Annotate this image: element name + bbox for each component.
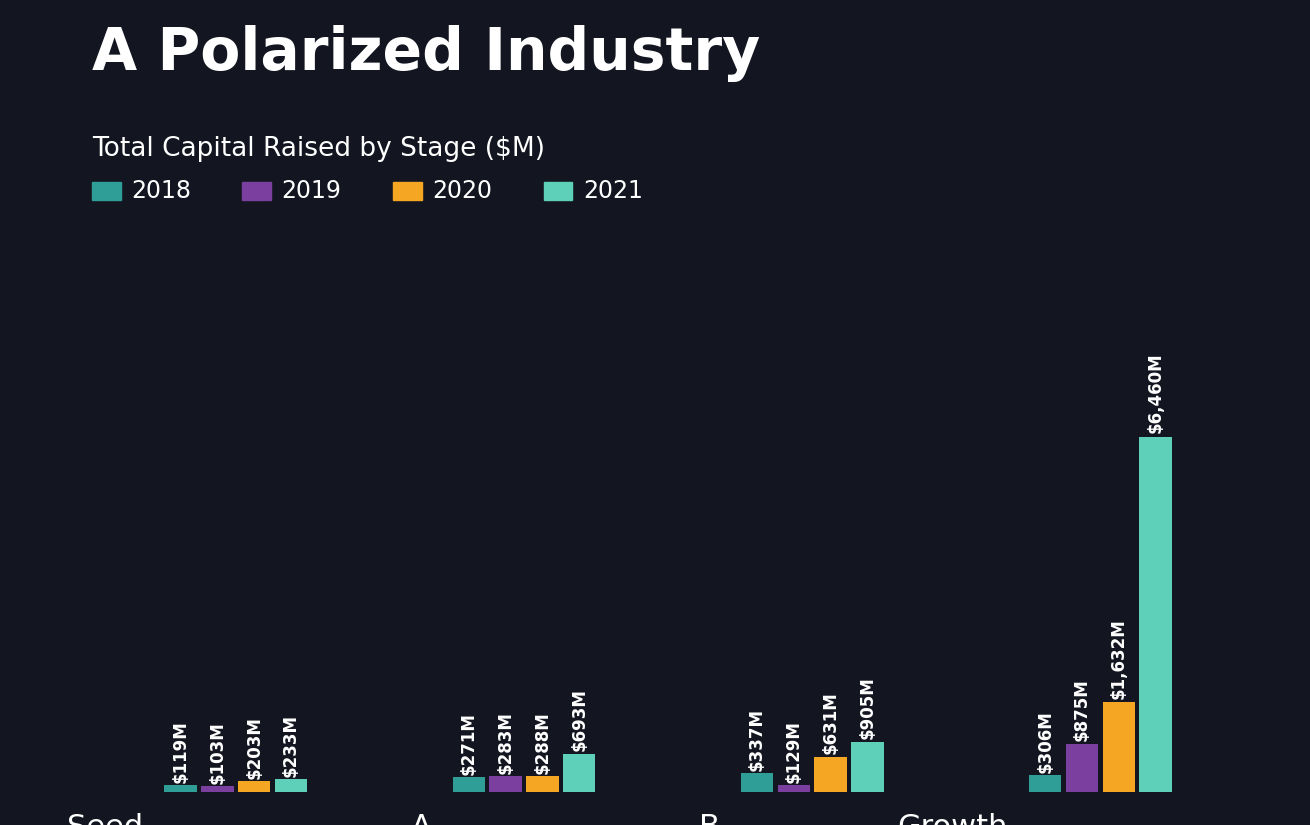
Text: Growth: Growth <box>897 813 1007 825</box>
Text: $271M: $271M <box>460 712 478 775</box>
Text: $337M: $337M <box>748 709 766 771</box>
Text: $6,460M: $6,460M <box>1146 353 1165 433</box>
Bar <box>741 774 773 792</box>
Bar <box>563 754 595 792</box>
Bar <box>1030 776 1061 792</box>
Bar <box>1066 744 1098 792</box>
Text: 2021: 2021 <box>583 179 643 204</box>
Text: $129M: $129M <box>785 720 803 783</box>
Text: 2020: 2020 <box>432 179 493 204</box>
Bar <box>1140 436 1171 792</box>
Text: $905M: $905M <box>858 676 876 739</box>
Bar <box>238 780 270 792</box>
Bar <box>1103 702 1134 792</box>
Text: $283M: $283M <box>496 711 515 774</box>
Text: Total Capital Raised by Stage ($M): Total Capital Raised by Stage ($M) <box>92 136 545 163</box>
Bar <box>852 742 883 792</box>
Bar <box>527 776 558 792</box>
Bar <box>165 785 196 792</box>
Bar <box>202 786 233 792</box>
Text: B: B <box>698 813 719 825</box>
Bar <box>453 777 485 792</box>
Text: $119M: $119M <box>172 720 190 783</box>
Text: Seed: Seed <box>67 813 143 825</box>
Text: A: A <box>410 813 431 825</box>
Text: $103M: $103M <box>208 721 227 784</box>
Text: 2019: 2019 <box>282 179 342 204</box>
Bar <box>275 779 307 792</box>
Text: $203M: $203M <box>245 716 263 779</box>
Bar <box>778 785 810 792</box>
Bar <box>815 757 846 792</box>
Text: A Polarized Industry: A Polarized Industry <box>92 25 760 82</box>
Text: $693M: $693M <box>570 688 588 751</box>
Bar <box>490 776 521 792</box>
Text: 2018: 2018 <box>131 179 191 204</box>
Text: $1,632M: $1,632M <box>1110 618 1128 699</box>
Text: $631M: $631M <box>821 691 840 754</box>
Text: $233M: $233M <box>282 714 300 777</box>
Text: $875M: $875M <box>1073 678 1091 741</box>
Text: $306M: $306M <box>1036 710 1055 773</box>
Text: $288M: $288M <box>533 711 552 774</box>
